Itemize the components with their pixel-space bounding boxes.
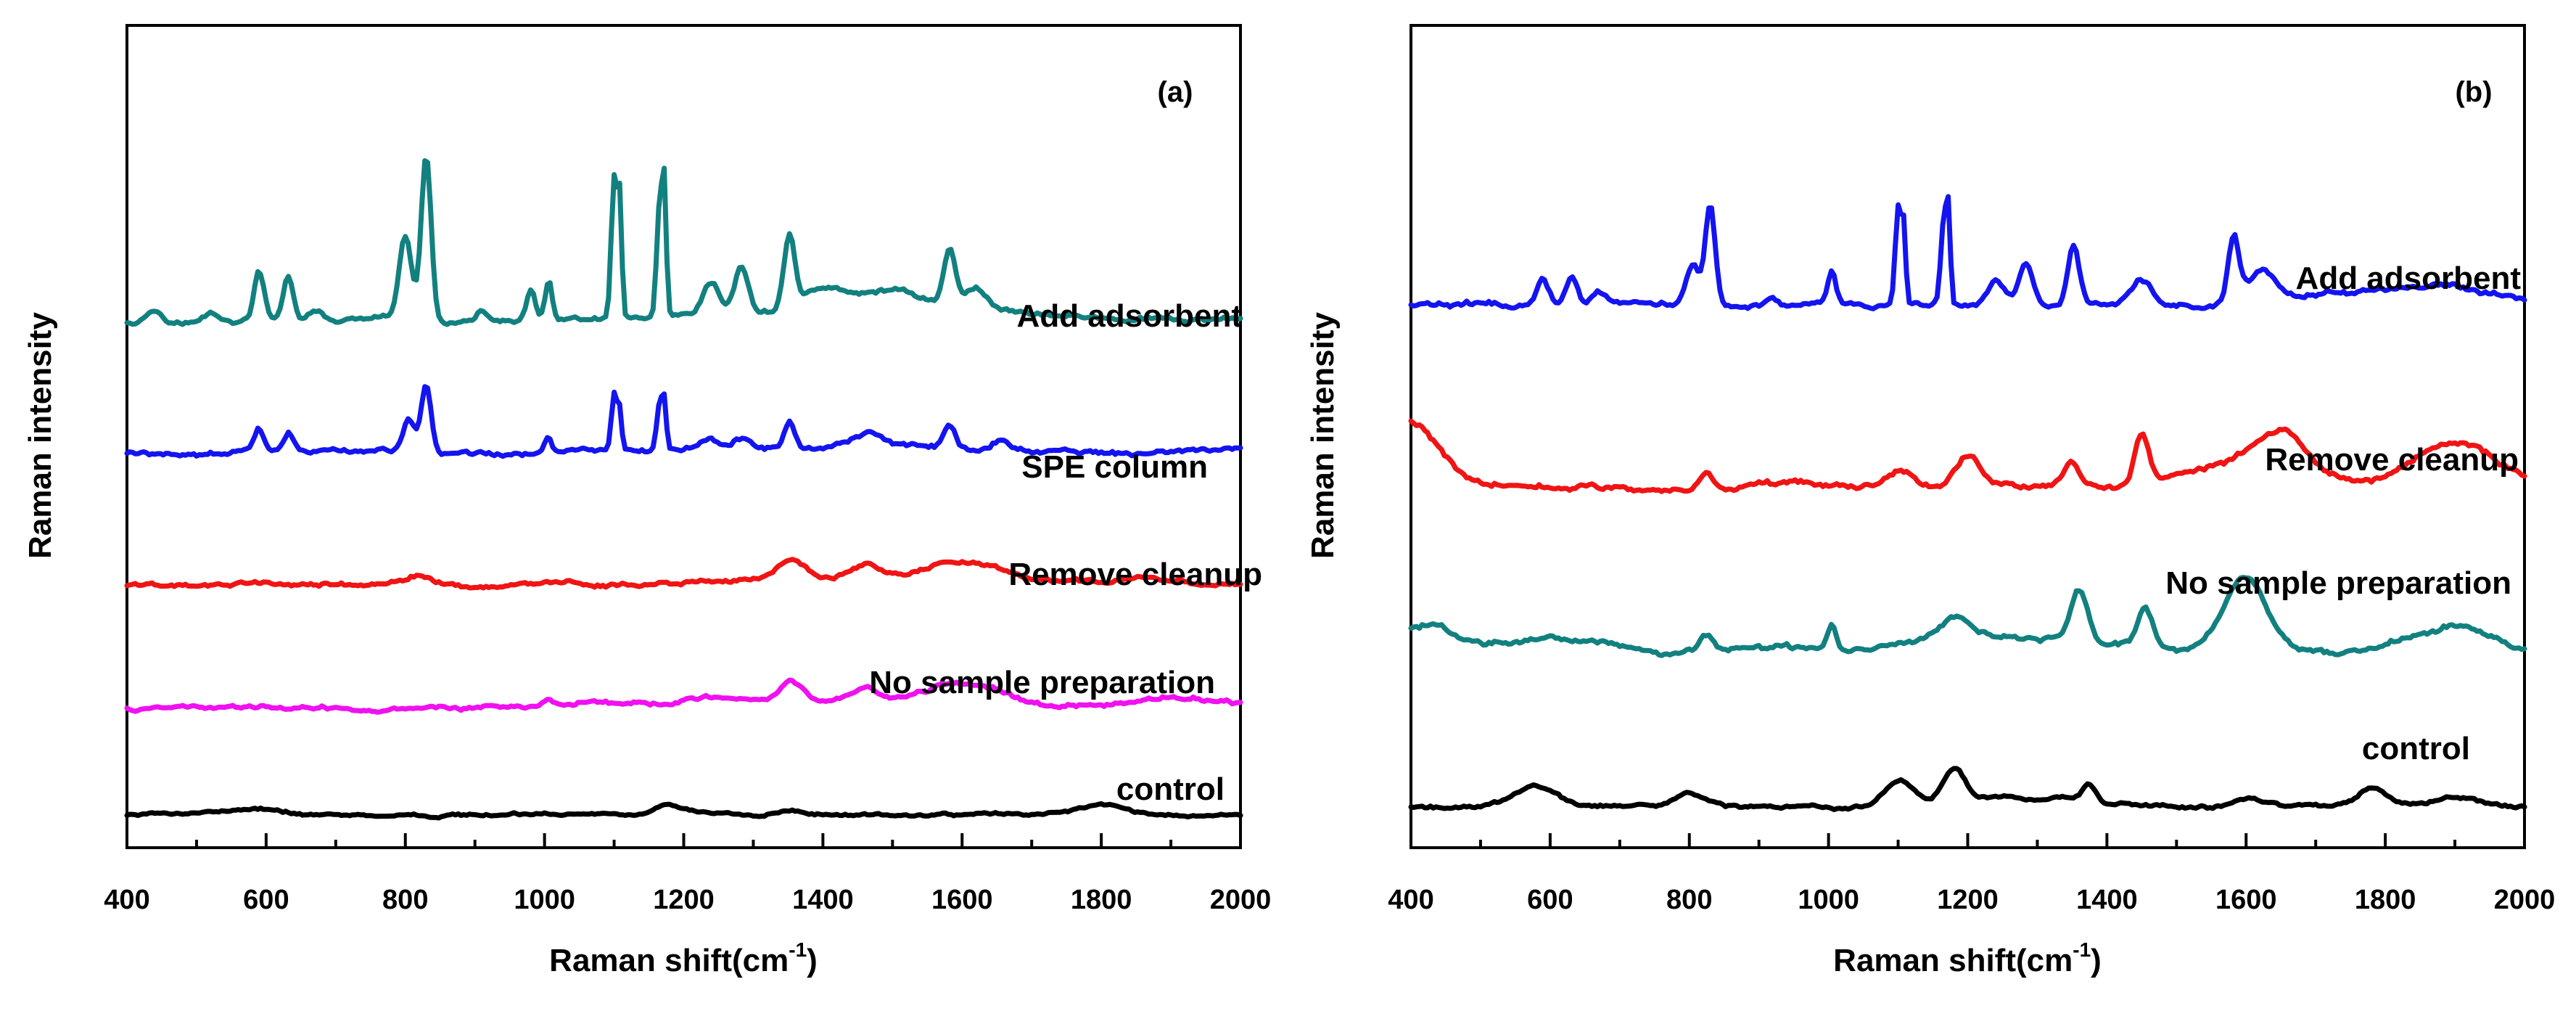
series-label-no-sample-preparation: No sample preparation (869, 665, 1215, 700)
panel-a-label: (a) (1158, 76, 1193, 108)
series-line-remove-cleanup (1408, 418, 2527, 494)
panel-b-label: (b) (2455, 76, 2492, 108)
x-tick-label: 1600 (931, 885, 993, 915)
x-tick-label: 1400 (792, 885, 854, 915)
panel-b-series (1408, 194, 2527, 812)
x-axis-title-tail: ) (2091, 943, 2102, 978)
series-line-remove-cleanup (124, 557, 1243, 591)
x-tick-label: 2000 (1210, 885, 1272, 915)
series-line-add-adsorbent (124, 158, 1243, 327)
x-tick-label: 1800 (2355, 885, 2416, 915)
x-tick-label: 1000 (514, 885, 575, 915)
x-tick-label: 800 (382, 885, 428, 915)
x-tick-label: 1400 (2076, 885, 2138, 915)
x-axis-title-tail: ) (807, 943, 818, 978)
x-tick-label: 1600 (2215, 885, 2277, 915)
series-line-add-adsorbent (1408, 194, 2527, 311)
x-tick-label: 2000 (2494, 885, 2556, 915)
x-axis-title-sup: -1 (2073, 938, 2091, 961)
series-line-spe-column (124, 384, 1243, 459)
panel-a-x-ticks (125, 833, 1242, 848)
series-label-add-adsorbent: Add adsorbent (1017, 298, 1243, 334)
x-axis-title-main: Raman shift(cm (549, 943, 789, 978)
x-tick-label: 1200 (1937, 885, 1999, 915)
panel-b: 400 600 800 1000 1200 1400 1600 1800 200… (1305, 24, 2555, 978)
x-tick-label: 1000 (1798, 885, 1859, 915)
series-line-no-sample-preparation (124, 677, 1243, 715)
series-label-remove-cleanup: Remove cleanup (2265, 442, 2519, 478)
panel-b-series-labels: Add adsorbent Remove cleanup No sample p… (2165, 261, 2521, 766)
x-axis-title-main: Raman shift(cm (1833, 943, 2073, 978)
x-tick-label: 600 (243, 885, 289, 915)
series-line-control (1408, 766, 2527, 812)
panel-a-y-axis-title: Raman intensity (22, 312, 58, 559)
series-line-control (124, 801, 1243, 821)
series-label-control: control (1116, 771, 1225, 807)
x-tick-label: 1200 (653, 885, 715, 915)
series-label-add-adsorbent: Add adsorbent (2296, 261, 2522, 296)
panel-a-x-tick-labels: 400 600 800 1000 1200 1400 1600 1800 200… (104, 885, 1271, 915)
panel-b-x-ticks (1410, 833, 2526, 848)
panel-b-y-axis-title: Raman intensity (1305, 312, 1341, 559)
series-label-no-sample-preparation: No sample preparation (2165, 565, 2511, 601)
panel-a: 400 600 800 1000 1200 1400 1600 1800 200… (22, 24, 1271, 978)
panel-b-x-tick-labels: 400 600 800 1000 1200 1400 1600 1800 200… (1388, 885, 2555, 915)
panel-b-plot-frame (1410, 24, 2526, 849)
x-tick-label: 1800 (1071, 885, 1132, 915)
x-tick-label: 800 (1666, 885, 1712, 915)
panel-b-x-axis-title: Raman shift(cm-1) (1833, 938, 2102, 978)
series-label-control: control (2362, 731, 2470, 766)
series-label-remove-cleanup: Remove cleanup (1008, 557, 1262, 592)
series-label-spe-column: SPE column (1021, 449, 1208, 485)
x-tick-label: 400 (104, 885, 149, 915)
x-tick-label: 600 (1527, 885, 1573, 915)
series-line-no-sample-preparation (1408, 575, 2527, 658)
x-tick-label: 400 (1388, 885, 1433, 915)
x-axis-title-sup: -1 (789, 938, 807, 961)
panel-a-x-axis-title: Raman shift(cm-1) (549, 938, 818, 978)
panel-a-series-labels: Add adsorbent SPE column Remove cleanup … (869, 298, 1262, 807)
panel-a-series (124, 158, 1243, 821)
